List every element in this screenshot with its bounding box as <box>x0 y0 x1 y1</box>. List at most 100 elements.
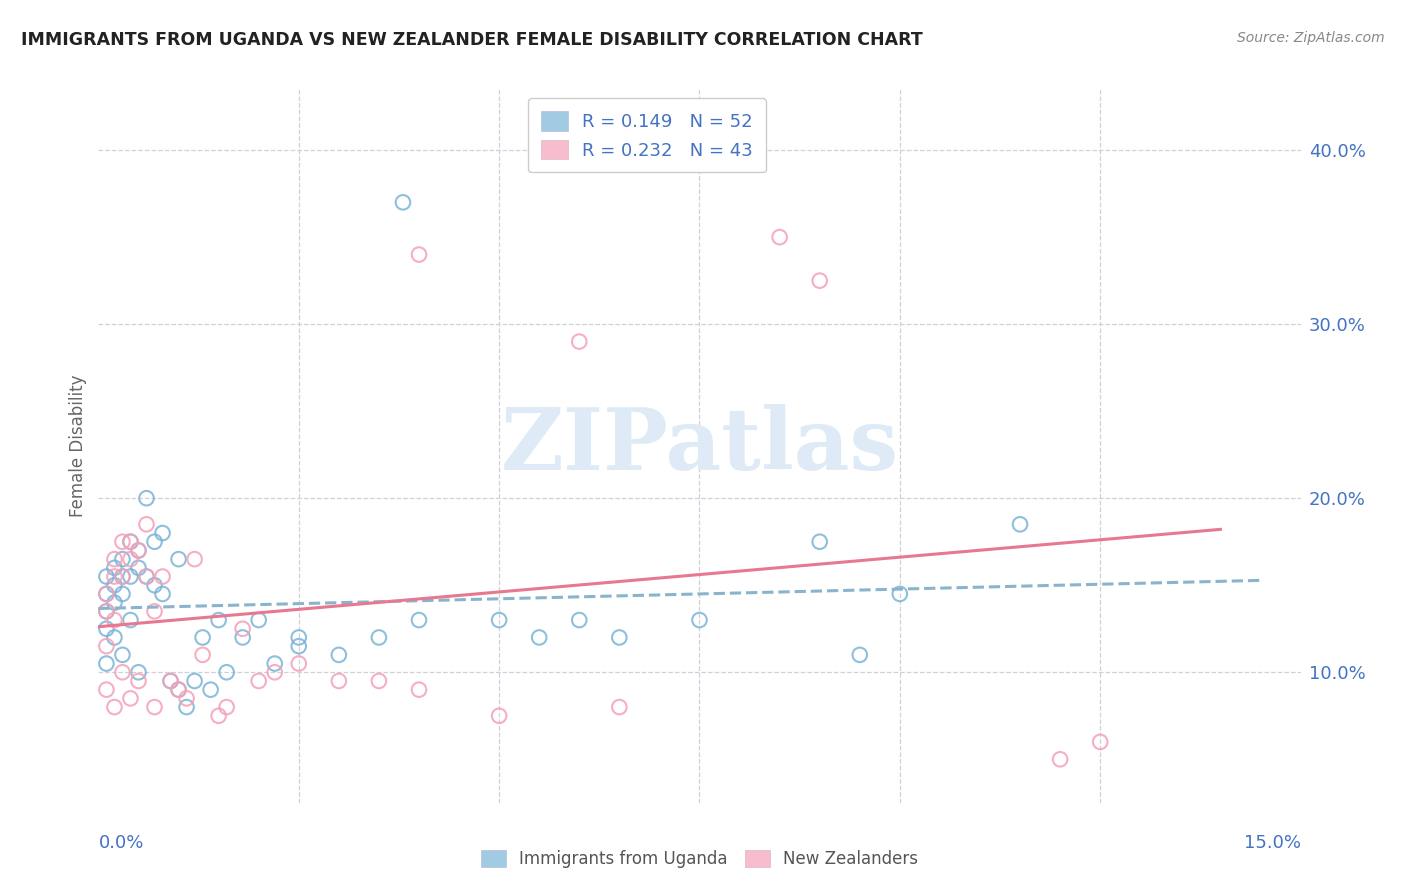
Point <box>103 561 125 575</box>
Point <box>215 700 238 714</box>
Point <box>152 569 174 583</box>
Point <box>488 613 510 627</box>
Point <box>128 561 150 575</box>
Point <box>808 274 831 288</box>
Y-axis label: Female Disability: Female Disability <box>69 375 87 517</box>
Point <box>111 534 134 549</box>
Text: IMMIGRANTS FROM UGANDA VS NEW ZEALANDER FEMALE DISABILITY CORRELATION CHART: IMMIGRANTS FROM UGANDA VS NEW ZEALANDER … <box>21 31 922 49</box>
Point <box>128 543 150 558</box>
Point <box>103 578 125 592</box>
Point <box>167 682 190 697</box>
Point <box>96 682 118 697</box>
Point <box>1049 752 1071 766</box>
Point <box>176 691 198 706</box>
Point <box>167 682 190 697</box>
Point <box>120 534 142 549</box>
Point <box>408 682 430 697</box>
Point <box>392 195 415 210</box>
Point <box>288 639 311 653</box>
Point <box>143 534 166 549</box>
Point <box>488 708 510 723</box>
Point <box>120 569 142 583</box>
Point <box>152 526 174 541</box>
Point <box>103 700 125 714</box>
Point <box>191 648 214 662</box>
Point <box>167 552 190 566</box>
Point <box>128 673 150 688</box>
Point <box>135 517 157 532</box>
Point <box>128 543 150 558</box>
Point <box>103 596 125 610</box>
Point <box>609 700 631 714</box>
Point <box>208 708 231 723</box>
Point <box>208 613 231 627</box>
Point <box>263 665 285 680</box>
Point <box>368 631 391 645</box>
Point <box>408 613 430 627</box>
Point <box>111 648 134 662</box>
Point <box>689 613 711 627</box>
Point <box>103 569 125 583</box>
Point <box>288 657 311 671</box>
Point <box>159 673 181 688</box>
Point <box>328 673 350 688</box>
Point <box>215 665 238 680</box>
Point <box>96 622 118 636</box>
Point <box>111 587 134 601</box>
Point <box>96 604 118 618</box>
Point <box>135 569 157 583</box>
Point <box>200 682 222 697</box>
Text: 0.0%: 0.0% <box>98 834 143 852</box>
Point <box>1010 517 1032 532</box>
Point <box>120 691 142 706</box>
Point <box>96 639 118 653</box>
Point <box>96 604 118 618</box>
Point <box>103 613 125 627</box>
Point <box>120 613 142 627</box>
Point <box>889 587 911 601</box>
Point <box>111 569 134 583</box>
Legend: Immigrants from Uganda, New Zealanders: Immigrants from Uganda, New Zealanders <box>472 842 927 877</box>
Text: 15.0%: 15.0% <box>1243 834 1301 852</box>
Point <box>135 491 157 506</box>
Point <box>120 552 142 566</box>
Point <box>183 673 205 688</box>
Point <box>568 334 591 349</box>
Point <box>247 613 270 627</box>
Point <box>143 604 166 618</box>
Point <box>128 665 150 680</box>
Point <box>288 631 311 645</box>
Point <box>408 247 430 261</box>
Point <box>143 700 166 714</box>
Point <box>120 534 142 549</box>
Point <box>328 648 350 662</box>
Point <box>529 631 551 645</box>
Point <box>191 631 214 645</box>
Point <box>609 631 631 645</box>
Point <box>152 587 174 601</box>
Point <box>96 569 118 583</box>
Point <box>111 552 134 566</box>
Point <box>103 631 125 645</box>
Point <box>159 673 181 688</box>
Point <box>96 587 118 601</box>
Point <box>232 622 254 636</box>
Point <box>103 552 125 566</box>
Point <box>263 657 285 671</box>
Text: Source: ZipAtlas.com: Source: ZipAtlas.com <box>1237 31 1385 45</box>
Point <box>232 631 254 645</box>
Point <box>808 534 831 549</box>
Point <box>143 578 166 592</box>
Point <box>96 587 118 601</box>
Point <box>96 657 118 671</box>
Point <box>1088 735 1111 749</box>
Point <box>568 613 591 627</box>
Point <box>176 700 198 714</box>
Point <box>769 230 792 244</box>
Point <box>183 552 205 566</box>
Point <box>111 569 134 583</box>
Point <box>849 648 872 662</box>
Point <box>135 569 157 583</box>
Point <box>247 673 270 688</box>
Text: ZIPatlas: ZIPatlas <box>501 404 898 488</box>
